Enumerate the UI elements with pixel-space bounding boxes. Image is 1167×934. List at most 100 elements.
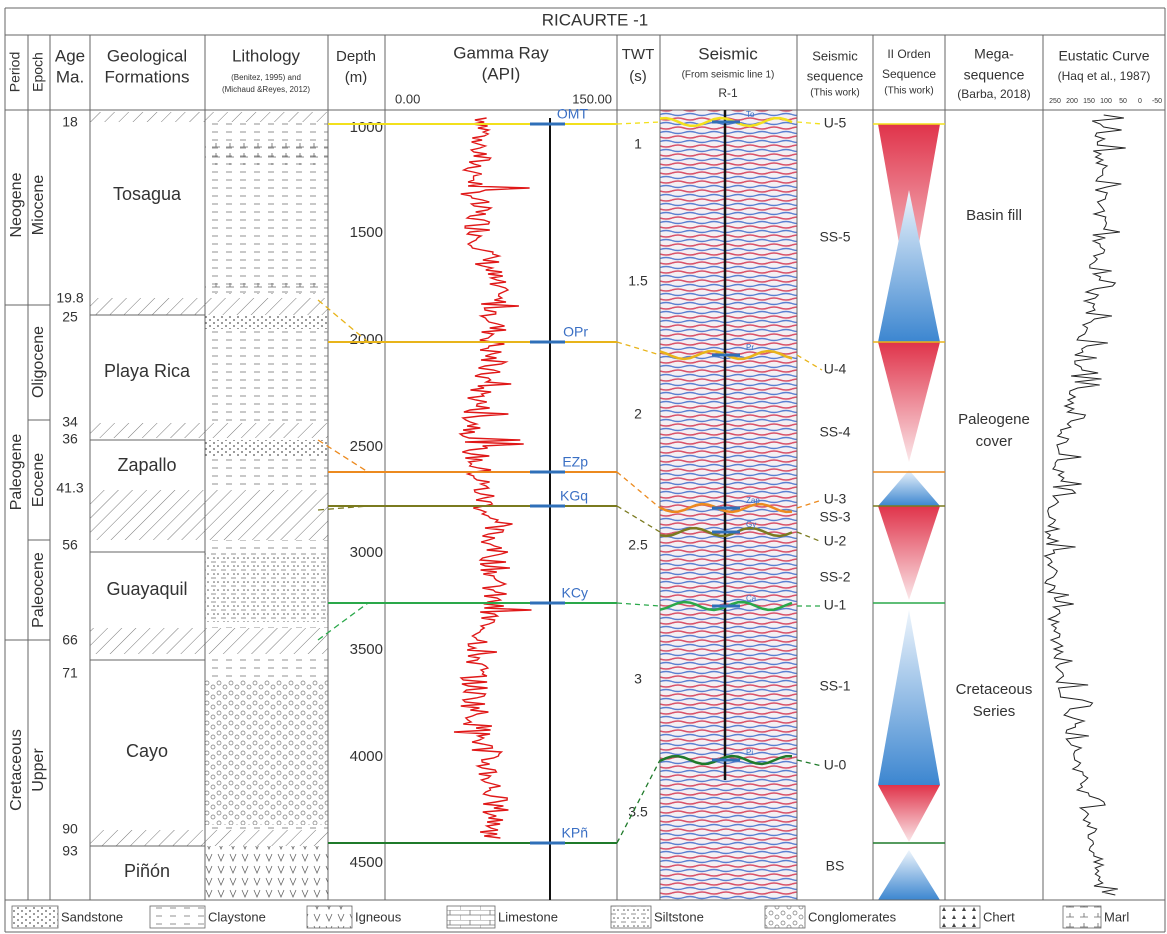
megasequence-label: Series <box>973 703 1016 720</box>
scale-label: 150 <box>1083 98 1095 105</box>
lithology-hatch <box>205 112 328 122</box>
age-label: 93 <box>62 843 78 859</box>
sequence-triangle <box>878 610 940 785</box>
lithology-sandstone <box>205 315 328 329</box>
header: (m) <box>345 69 368 86</box>
sequence-triangle <box>878 506 940 600</box>
unconformity-hatch <box>90 423 205 438</box>
sequence-triangle <box>878 850 940 900</box>
horizon-label: KGq <box>560 488 588 504</box>
header: (This work) <box>884 86 933 97</box>
header: Geological <box>107 46 187 65</box>
sequence-label: U-5 <box>824 115 847 131</box>
header: Formations <box>104 67 189 86</box>
horizon-connector <box>797 532 822 542</box>
sequence-label: SS-2 <box>819 569 850 585</box>
header: (s) <box>629 68 647 85</box>
sequence-label: SS-3 <box>819 509 850 525</box>
legend-label: Sandstone <box>61 909 123 924</box>
header: (API) <box>482 64 521 83</box>
megasequence-label: Paleogene <box>958 411 1030 428</box>
seismic-section <box>660 110 797 900</box>
age-label: 36 <box>62 431 78 447</box>
horizon-connector <box>617 603 660 606</box>
legend-label: Siltstone <box>654 909 704 924</box>
horizon-connector <box>797 500 822 508</box>
unconformity-hatch <box>90 298 205 315</box>
legend-label: Claystone <box>208 909 266 924</box>
horizon-connector <box>617 506 660 532</box>
epoch-label: Eocene <box>30 453 47 507</box>
legend-swatch <box>150 906 205 928</box>
gamma-ray-curve <box>454 118 532 838</box>
horizon-connector <box>617 472 660 508</box>
sequence-label: U-3 <box>824 491 847 507</box>
legend-swatch <box>1063 906 1101 928</box>
horizon-label: EZp <box>562 454 588 470</box>
sequence-triangle <box>878 470 940 506</box>
pick-label: Ca <box>746 594 757 603</box>
horizon-label: KCy <box>562 585 588 601</box>
legend-label: Conglomerates <box>808 909 897 924</box>
depth-label: 2500 <box>350 438 383 455</box>
header: Depth <box>336 48 376 65</box>
twt-label: 1 <box>634 136 642 152</box>
age-label: 56 <box>62 537 78 553</box>
lithology-sandstone <box>205 440 328 456</box>
lithology-marl <box>205 140 328 165</box>
megasequence-label: cover <box>976 433 1013 450</box>
horizon-connector <box>617 342 660 355</box>
sequence-label: U-4 <box>824 361 847 377</box>
megasequence-label: Cretaceous <box>956 681 1033 698</box>
header: Gamma Ray <box>453 43 549 62</box>
header: (Haq et al., 1987) <box>1058 69 1151 83</box>
legend-label: Chert <box>983 909 1015 924</box>
age-label: 18 <box>62 114 78 130</box>
age-label: 41.3 <box>56 480 83 496</box>
horizon-connector <box>797 355 822 370</box>
lithology-hatch <box>205 628 328 654</box>
legend-swatch <box>12 906 58 928</box>
legend-swatch <box>765 906 805 928</box>
header: sequence <box>807 68 863 83</box>
lithology-hatch <box>205 490 328 540</box>
age-label: 25 <box>62 309 78 325</box>
header: sequence <box>964 67 1025 83</box>
twt-label: 2.5 <box>628 537 648 553</box>
sequence-label: SS-5 <box>819 229 850 245</box>
header: Ma. <box>56 67 84 86</box>
lithology-siltstone <box>205 552 328 622</box>
legend-label: Igneous <box>355 909 402 924</box>
header: (Barba, 2018) <box>957 87 1030 101</box>
scale-label: 50 <box>1119 98 1127 105</box>
lithology-igneous <box>205 846 328 900</box>
header: II Orden <box>887 47 930 61</box>
epoch-label: Paleocene <box>30 552 47 628</box>
horizon-label: OPr <box>563 324 588 340</box>
twt-label: 2 <box>634 406 642 422</box>
depth-label: 2000 <box>350 331 383 348</box>
sequence-label: U-0 <box>824 757 847 773</box>
twt-label: 3.5 <box>628 804 648 820</box>
formation-label: Guayaquil <box>106 579 187 599</box>
sequence-triangle <box>878 342 940 462</box>
header: (Benitez, 1995) and <box>231 73 301 82</box>
pick-label: Zap <box>746 496 760 505</box>
pick-label: Pi <box>746 748 753 757</box>
formation-label: Playa Rica <box>104 361 191 381</box>
depth-label: 4000 <box>350 748 383 765</box>
header: Sequence <box>882 67 936 81</box>
header: Epoch <box>30 52 46 92</box>
legend-label: Marl <box>1104 909 1129 924</box>
header: (This work) <box>810 88 859 99</box>
pick-label: Pr <box>746 343 754 352</box>
megasequence-label: Basin fill <box>966 207 1022 224</box>
age-label: 90 <box>62 821 78 837</box>
twt-label: 3 <box>634 671 642 687</box>
scale-label: -50 <box>1152 98 1162 105</box>
scale-label: 0 <box>1138 98 1142 105</box>
lithology-hatch <box>205 830 328 846</box>
sequence-label: SS-4 <box>819 424 850 440</box>
formation-label: Zapallo <box>117 455 176 475</box>
unconformity-hatch <box>90 490 205 540</box>
